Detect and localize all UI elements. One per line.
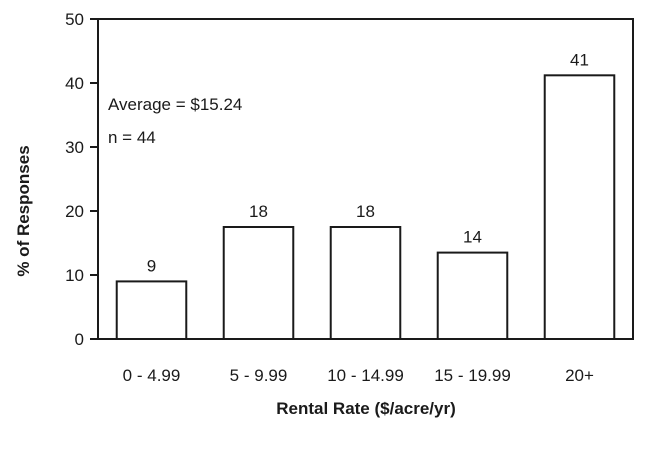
x-tick-label-3: 15 - 19.99 xyxy=(434,366,511,385)
y-tick-label-3: 30 xyxy=(65,138,84,157)
y-tick-label-0: 0 xyxy=(75,330,84,349)
data-label-3: 14 xyxy=(463,228,482,247)
x-axis: 0 - 4.99 5 - 9.99 10 - 14.99 15 - 19.99 20+ xyxy=(123,366,594,385)
data-label-0: 9 xyxy=(147,256,156,275)
bars: 9 18 18 14 41 xyxy=(115,50,616,341)
annotation-n: n = 44 xyxy=(108,128,156,147)
y-tick-label-4: 40 xyxy=(65,74,84,93)
x-tick-label-0: 0 - 4.99 xyxy=(123,366,181,385)
bar-1 xyxy=(222,226,295,340)
x-tick-label-4: 20+ xyxy=(565,366,594,385)
annotation-average: Average = $15.24 xyxy=(108,95,242,114)
x-tick-label-1: 5 - 9.99 xyxy=(230,366,288,385)
bar-0 xyxy=(115,280,188,340)
y-tick-label-5: 50 xyxy=(65,10,84,29)
y-tick-label-1: 10 xyxy=(65,266,84,285)
bar-4 xyxy=(543,74,616,340)
data-label-4: 41 xyxy=(570,50,589,69)
y-tick-label-2: 20 xyxy=(65,202,84,221)
y-axis-title: % of Responses xyxy=(14,145,33,276)
data-label-2: 18 xyxy=(356,202,375,221)
bar-3 xyxy=(436,251,509,341)
x-axis-title: Rental Rate ($/acre/yr) xyxy=(276,399,456,418)
data-label-1: 18 xyxy=(249,202,268,221)
x-tick-label-2: 10 - 14.99 xyxy=(327,366,404,385)
bar-2 xyxy=(329,226,402,340)
y-axis: 0 10 20 30 40 50 xyxy=(65,10,98,349)
